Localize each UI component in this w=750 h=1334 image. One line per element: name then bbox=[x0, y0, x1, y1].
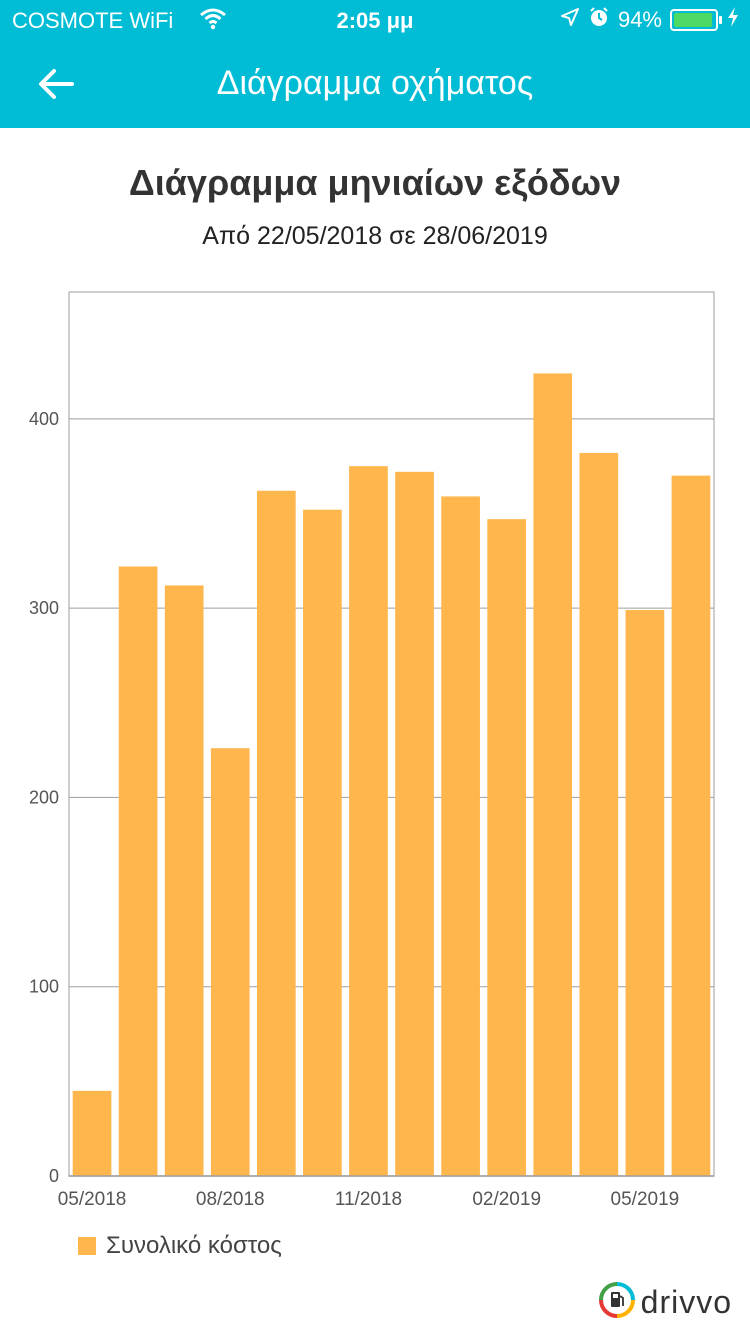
brand-name: drivvo bbox=[640, 1284, 732, 1320]
app-bar-title: Διάγραμμα οχήματος bbox=[216, 64, 534, 102]
charging-icon bbox=[726, 6, 740, 34]
brand-logo: drivvo bbox=[598, 1282, 732, 1323]
x-tick-label: 08/2018 bbox=[196, 1189, 265, 1210]
bar bbox=[256, 490, 296, 1176]
bar bbox=[395, 471, 434, 1176]
status-bar: COSMOTE WiFi 2:05 μμ 94% bbox=[0, 0, 750, 40]
bar bbox=[487, 519, 527, 1176]
battery-icon bbox=[670, 9, 722, 31]
bar bbox=[579, 452, 619, 1176]
back-button[interactable] bbox=[36, 64, 76, 104]
bar bbox=[533, 373, 573, 1177]
y-tick-label: 200 bbox=[29, 787, 59, 807]
bar bbox=[441, 496, 480, 1176]
legend-label: Συνολικό κόστος bbox=[106, 1232, 282, 1259]
y-tick-label: 300 bbox=[29, 598, 59, 618]
y-tick-label: 400 bbox=[29, 409, 59, 429]
x-tick-label: 02/2019 bbox=[472, 1189, 541, 1210]
bar-chart: 0 100 200 300 400 05/2018 08/2018 11/2018 02/201… bbox=[29, 291, 715, 1210]
bar bbox=[671, 475, 711, 1176]
y-tick-label: 0 bbox=[49, 1166, 59, 1186]
bar bbox=[210, 748, 250, 1176]
location-icon bbox=[560, 7, 580, 33]
bar bbox=[72, 1090, 112, 1176]
chart-subtitle: Από 22/05/2018 σε 28/06/2019 bbox=[202, 222, 548, 250]
app-bar: Διάγραμμα οχήματος bbox=[0, 40, 750, 128]
x-tick-label: 05/2019 bbox=[611, 1189, 680, 1210]
fuel-pump-icon bbox=[598, 1282, 635, 1323]
arrow-left-icon bbox=[39, 69, 74, 99]
wifi-icon bbox=[198, 6, 228, 36]
battery-percent: 94% bbox=[617, 7, 662, 32]
app-header: COSMOTE WiFi 2:05 μμ 94% bbox=[0, 0, 750, 128]
x-tick-label: 05/2018 bbox=[58, 1189, 127, 1210]
x-tick-label: 11/2018 bbox=[335, 1189, 402, 1210]
bar bbox=[164, 585, 204, 1176]
chart-legend: Συνολικό κόστος bbox=[78, 1232, 282, 1260]
alarm-icon bbox=[588, 6, 610, 34]
bar bbox=[625, 610, 665, 1176]
bar bbox=[303, 509, 342, 1176]
chart-title: Διάγραμμα μηνιαίων εξόδων bbox=[128, 162, 622, 203]
legend-swatch bbox=[78, 1237, 96, 1255]
carrier-label: COSMOTE WiFi bbox=[12, 8, 174, 33]
bar bbox=[118, 566, 158, 1176]
bar bbox=[349, 466, 388, 1176]
y-tick-label: 100 bbox=[29, 977, 59, 997]
clock: 2:05 μμ bbox=[336, 8, 414, 33]
